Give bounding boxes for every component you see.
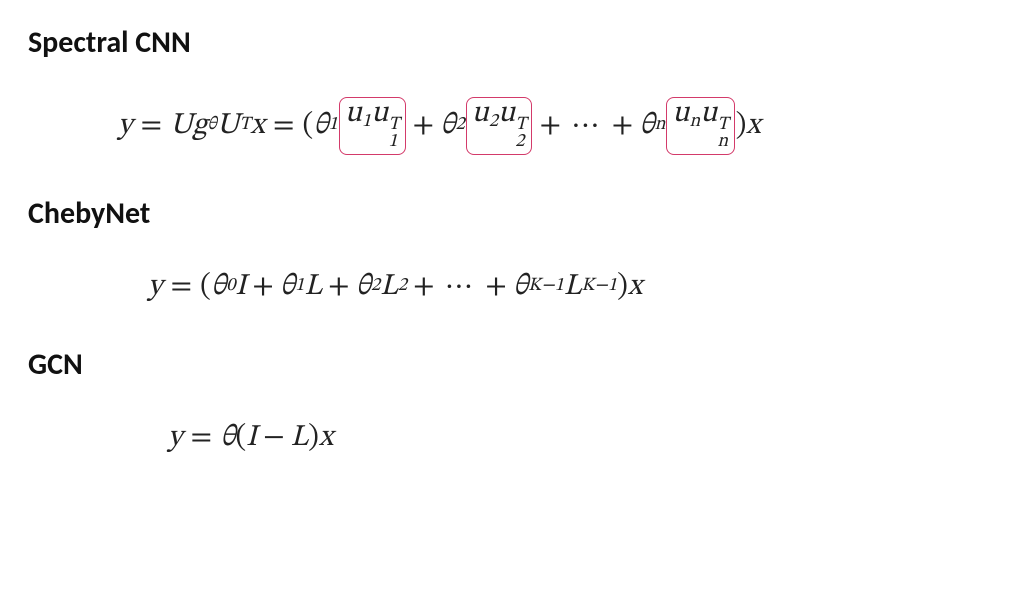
rparen: ) (617, 268, 628, 306)
var-x-tail: x (746, 107, 760, 145)
plus-2: + (322, 268, 356, 306)
I: I (235, 268, 246, 306)
theta-1-idx: 1 (329, 114, 338, 137)
lparen: ( (303, 107, 314, 145)
var-U: U (170, 107, 193, 145)
plus-1: + (246, 268, 280, 306)
plus-1: + (407, 107, 441, 145)
unT-T: T (717, 117, 728, 134)
plus-2: + (533, 107, 567, 145)
equation-chebynet: y = ( θ0I + θ1L + θ2L2 + ⋯ + θK−1LK−1 ) … (28, 268, 1006, 306)
plus-3: + (407, 268, 441, 306)
equals: = (163, 268, 201, 306)
lparen: ( (236, 419, 247, 457)
rparen: ) (308, 419, 319, 457)
u2T-T: T (515, 117, 526, 134)
u1-idx: 1 (362, 113, 371, 131)
theta-n: θ (639, 107, 654, 145)
u2T-scripts: T2 (515, 117, 526, 150)
term-box-1: u1uT1 (339, 97, 406, 155)
I: I (246, 419, 257, 457)
theta: θ (220, 419, 235, 457)
var-y: y (148, 268, 163, 306)
heading-gcn: GCN (28, 346, 1006, 383)
theta-n-idx: n (655, 114, 666, 137)
u2T: u (498, 99, 515, 129)
equals: = (183, 419, 221, 457)
unT-idx: n (717, 134, 728, 151)
minus: − (257, 419, 291, 457)
Lk-exp: K−1 (581, 275, 617, 298)
rparen: ) (736, 107, 747, 145)
heading-spectral-cnn: Spectral CNN (28, 24, 1006, 61)
L2: L (380, 268, 398, 306)
u1T-scripts: T1 (388, 117, 399, 150)
equation-spectral-cnn: y = U gθ UT x = ( θ1 u1uT1 + θ2 u2uT2 + … (28, 97, 1006, 155)
u1: u (345, 99, 362, 129)
dots: ⋯ (441, 268, 480, 306)
var-g: g (193, 107, 208, 145)
equals: = (133, 107, 171, 145)
L: L (304, 268, 322, 306)
dots-1: ⋯ (567, 107, 606, 145)
plus-4: + (479, 268, 513, 306)
theta-2-idx: 2 (456, 114, 465, 137)
heading-chebynet: ChebyNet (28, 195, 1006, 232)
thetak: θ (513, 268, 528, 306)
L2-exp: 2 (398, 275, 407, 298)
theta-1: θ (313, 107, 328, 145)
var-U2: U (217, 107, 240, 145)
term-box-n: unuTn (666, 97, 734, 155)
theta2-idx: 2 (371, 275, 380, 298)
u1T: u (371, 99, 388, 129)
var-x: x (319, 419, 333, 457)
theta-2: θ (440, 107, 455, 145)
theta2: θ (356, 268, 371, 306)
theta1: θ (280, 268, 295, 306)
equation-gcn: y = θ ( I − L ) x (28, 419, 1006, 457)
Lk: L (564, 268, 582, 306)
u2: u (472, 99, 489, 129)
var-x: x (251, 107, 265, 145)
unT-scripts: Tn (717, 117, 728, 150)
thetak-idx: K−1 (528, 275, 564, 298)
u1T-T: T (388, 117, 399, 134)
plus-3: + (606, 107, 640, 145)
u2T-idx: 2 (515, 134, 526, 151)
sub-theta: θ (207, 114, 217, 137)
var-x: x (628, 268, 642, 306)
L: L (291, 419, 309, 457)
un: u (672, 99, 689, 129)
var-y: y (168, 419, 183, 457)
var-y: y (118, 107, 133, 145)
theta1-idx: 1 (295, 275, 304, 298)
lparen: ( (200, 268, 211, 306)
theta0: θ (211, 268, 226, 306)
sup-T: T (239, 114, 250, 137)
u2-idx: 2 (489, 113, 498, 131)
term-box-2: u2uT2 (466, 97, 533, 155)
theta0-idx: 0 (226, 275, 235, 298)
equals-2: = (265, 107, 303, 145)
un-idx: n (690, 113, 701, 131)
u1T-idx: 1 (388, 134, 399, 151)
unT: u (700, 99, 717, 129)
